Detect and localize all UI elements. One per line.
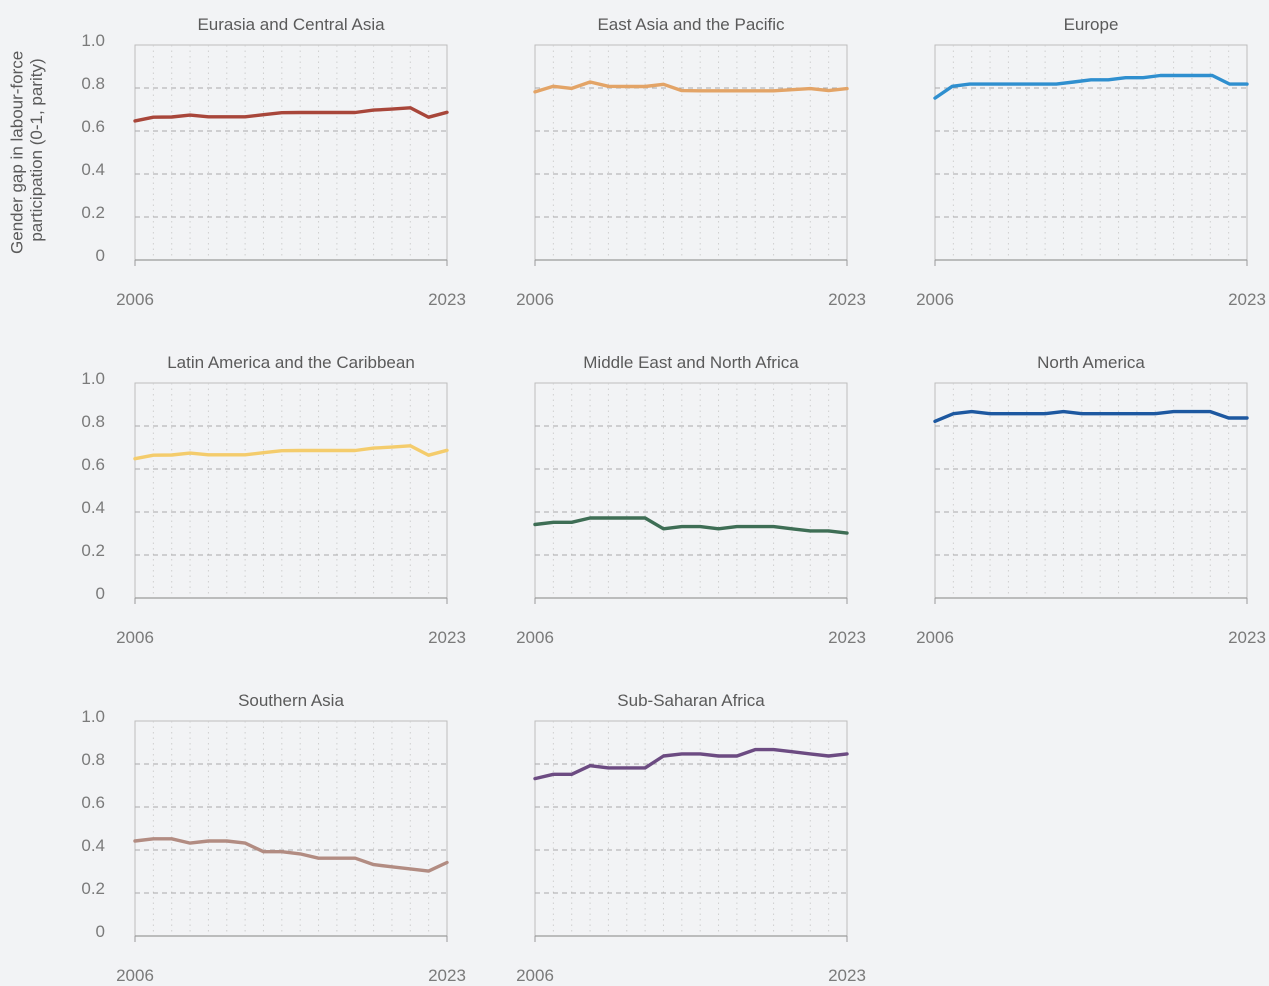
- plot-frame: [534, 44, 848, 261]
- x-tick-label: 2023: [428, 966, 466, 985]
- panel-middle-east-and-north-africa: 2006 2023 Middle East and North Africa: [516, 353, 866, 647]
- y-tick-label: 0.2: [81, 203, 105, 222]
- plot-frame: [934, 44, 1248, 261]
- series-line: [933, 73, 1249, 100]
- panel-title: East Asia and the Pacific: [597, 15, 785, 34]
- y-tick-label: 1.0: [81, 707, 105, 726]
- panel-north-america: 2006 2023 North America: [916, 353, 1266, 647]
- series-line: [133, 837, 449, 873]
- plot-frame: [134, 720, 448, 937]
- y-axis-label-line-2: participation (0-1, parity): [27, 58, 46, 241]
- y-tick-label: 0.6: [81, 455, 105, 474]
- x-tick-label: 2023: [828, 966, 866, 985]
- y-tick-label: 0.4: [81, 160, 105, 179]
- y-tick-label: 0: [96, 584, 105, 603]
- panels-group: 2006 2023 0 0.2 0.4 0.6 0.8 1.0 Eurasia and Cent…: [81, 15, 1266, 985]
- y-tick-label: 0.6: [81, 117, 105, 136]
- x-tick-label: 2006: [516, 290, 554, 309]
- x-tick-label: 2006: [116, 290, 154, 309]
- x-tick-label: 2006: [516, 628, 554, 647]
- series-line: [533, 80, 849, 94]
- x-tick-label: 2023: [828, 628, 866, 647]
- y-tick-label: 0.8: [81, 750, 105, 769]
- x-tick-label: 2023: [828, 290, 866, 309]
- y-axis-label: Gender gap in labour-force participation…: [8, 46, 47, 254]
- panel-title: Southern Asia: [238, 691, 344, 710]
- panel-southern-asia: 2006 2023 0 0.2 0.4 0.6 0.8 1.0 Southern Asia: [81, 691, 466, 985]
- x-tick-label: 2023: [428, 628, 466, 647]
- x-tick-label: 2023: [1228, 628, 1266, 647]
- x-tick-label: 2006: [916, 628, 954, 647]
- y-tick-label: 1.0: [81, 369, 105, 388]
- y-tick-label: 0.2: [81, 879, 105, 898]
- y-tick-label: 0.6: [81, 793, 105, 812]
- panel-east-asia-and-the-pacific: 2006 2023 East Asia and the Pacific: [516, 15, 866, 309]
- series-line: [933, 409, 1249, 423]
- y-tick-label: 0: [96, 922, 105, 941]
- panel-eurasia-and-central-asia: 2006 2023 0 0.2 0.4 0.6 0.8 1.0 Eurasia and Cent…: [81, 15, 466, 309]
- y-tick-label: 0.4: [81, 836, 105, 855]
- x-tick-label: 2006: [516, 966, 554, 985]
- y-tick-label: 0.2: [81, 541, 105, 560]
- panel-title: North America: [1037, 353, 1145, 372]
- y-tick-label: 0.4: [81, 498, 105, 517]
- plot-frame: [534, 382, 848, 599]
- y-tick-label: 0: [96, 246, 105, 265]
- series-line: [533, 747, 849, 781]
- x-tick-label: 2006: [116, 628, 154, 647]
- x-tick-label: 2006: [916, 290, 954, 309]
- x-tick-label: 2006: [116, 966, 154, 985]
- panel-title: Europe: [1064, 15, 1119, 34]
- panel-latin-america-and-the-caribbean: 2006 2023 0 0.2 0.4 0.6 0.8 1.0 Latin America an…: [81, 353, 466, 647]
- series-line: [533, 516, 849, 535]
- y-tick-label: 1.0: [81, 31, 105, 50]
- panel-title: Eurasia and Central Asia: [197, 15, 385, 34]
- series-line: [133, 444, 449, 461]
- y-tick-label: 0.8: [81, 74, 105, 93]
- plot-frame: [134, 382, 448, 599]
- panel-europe: 2006 2023 Europe: [916, 15, 1266, 309]
- series-line: [133, 106, 449, 123]
- y-axis-label-line-1: Gender gap in labour-force: [8, 51, 27, 254]
- plot-frame: [134, 44, 448, 261]
- panel-sub-saharan-africa: 2006 2023 Sub-Saharan Africa: [516, 691, 866, 985]
- panel-title: Middle East and North Africa: [583, 353, 799, 372]
- panel-title: Sub-Saharan Africa: [617, 691, 765, 710]
- x-tick-label: 2023: [428, 290, 466, 309]
- x-tick-label: 2023: [1228, 290, 1266, 309]
- panel-title: Latin America and the Caribbean: [167, 353, 415, 372]
- y-tick-label: 0.8: [81, 412, 105, 431]
